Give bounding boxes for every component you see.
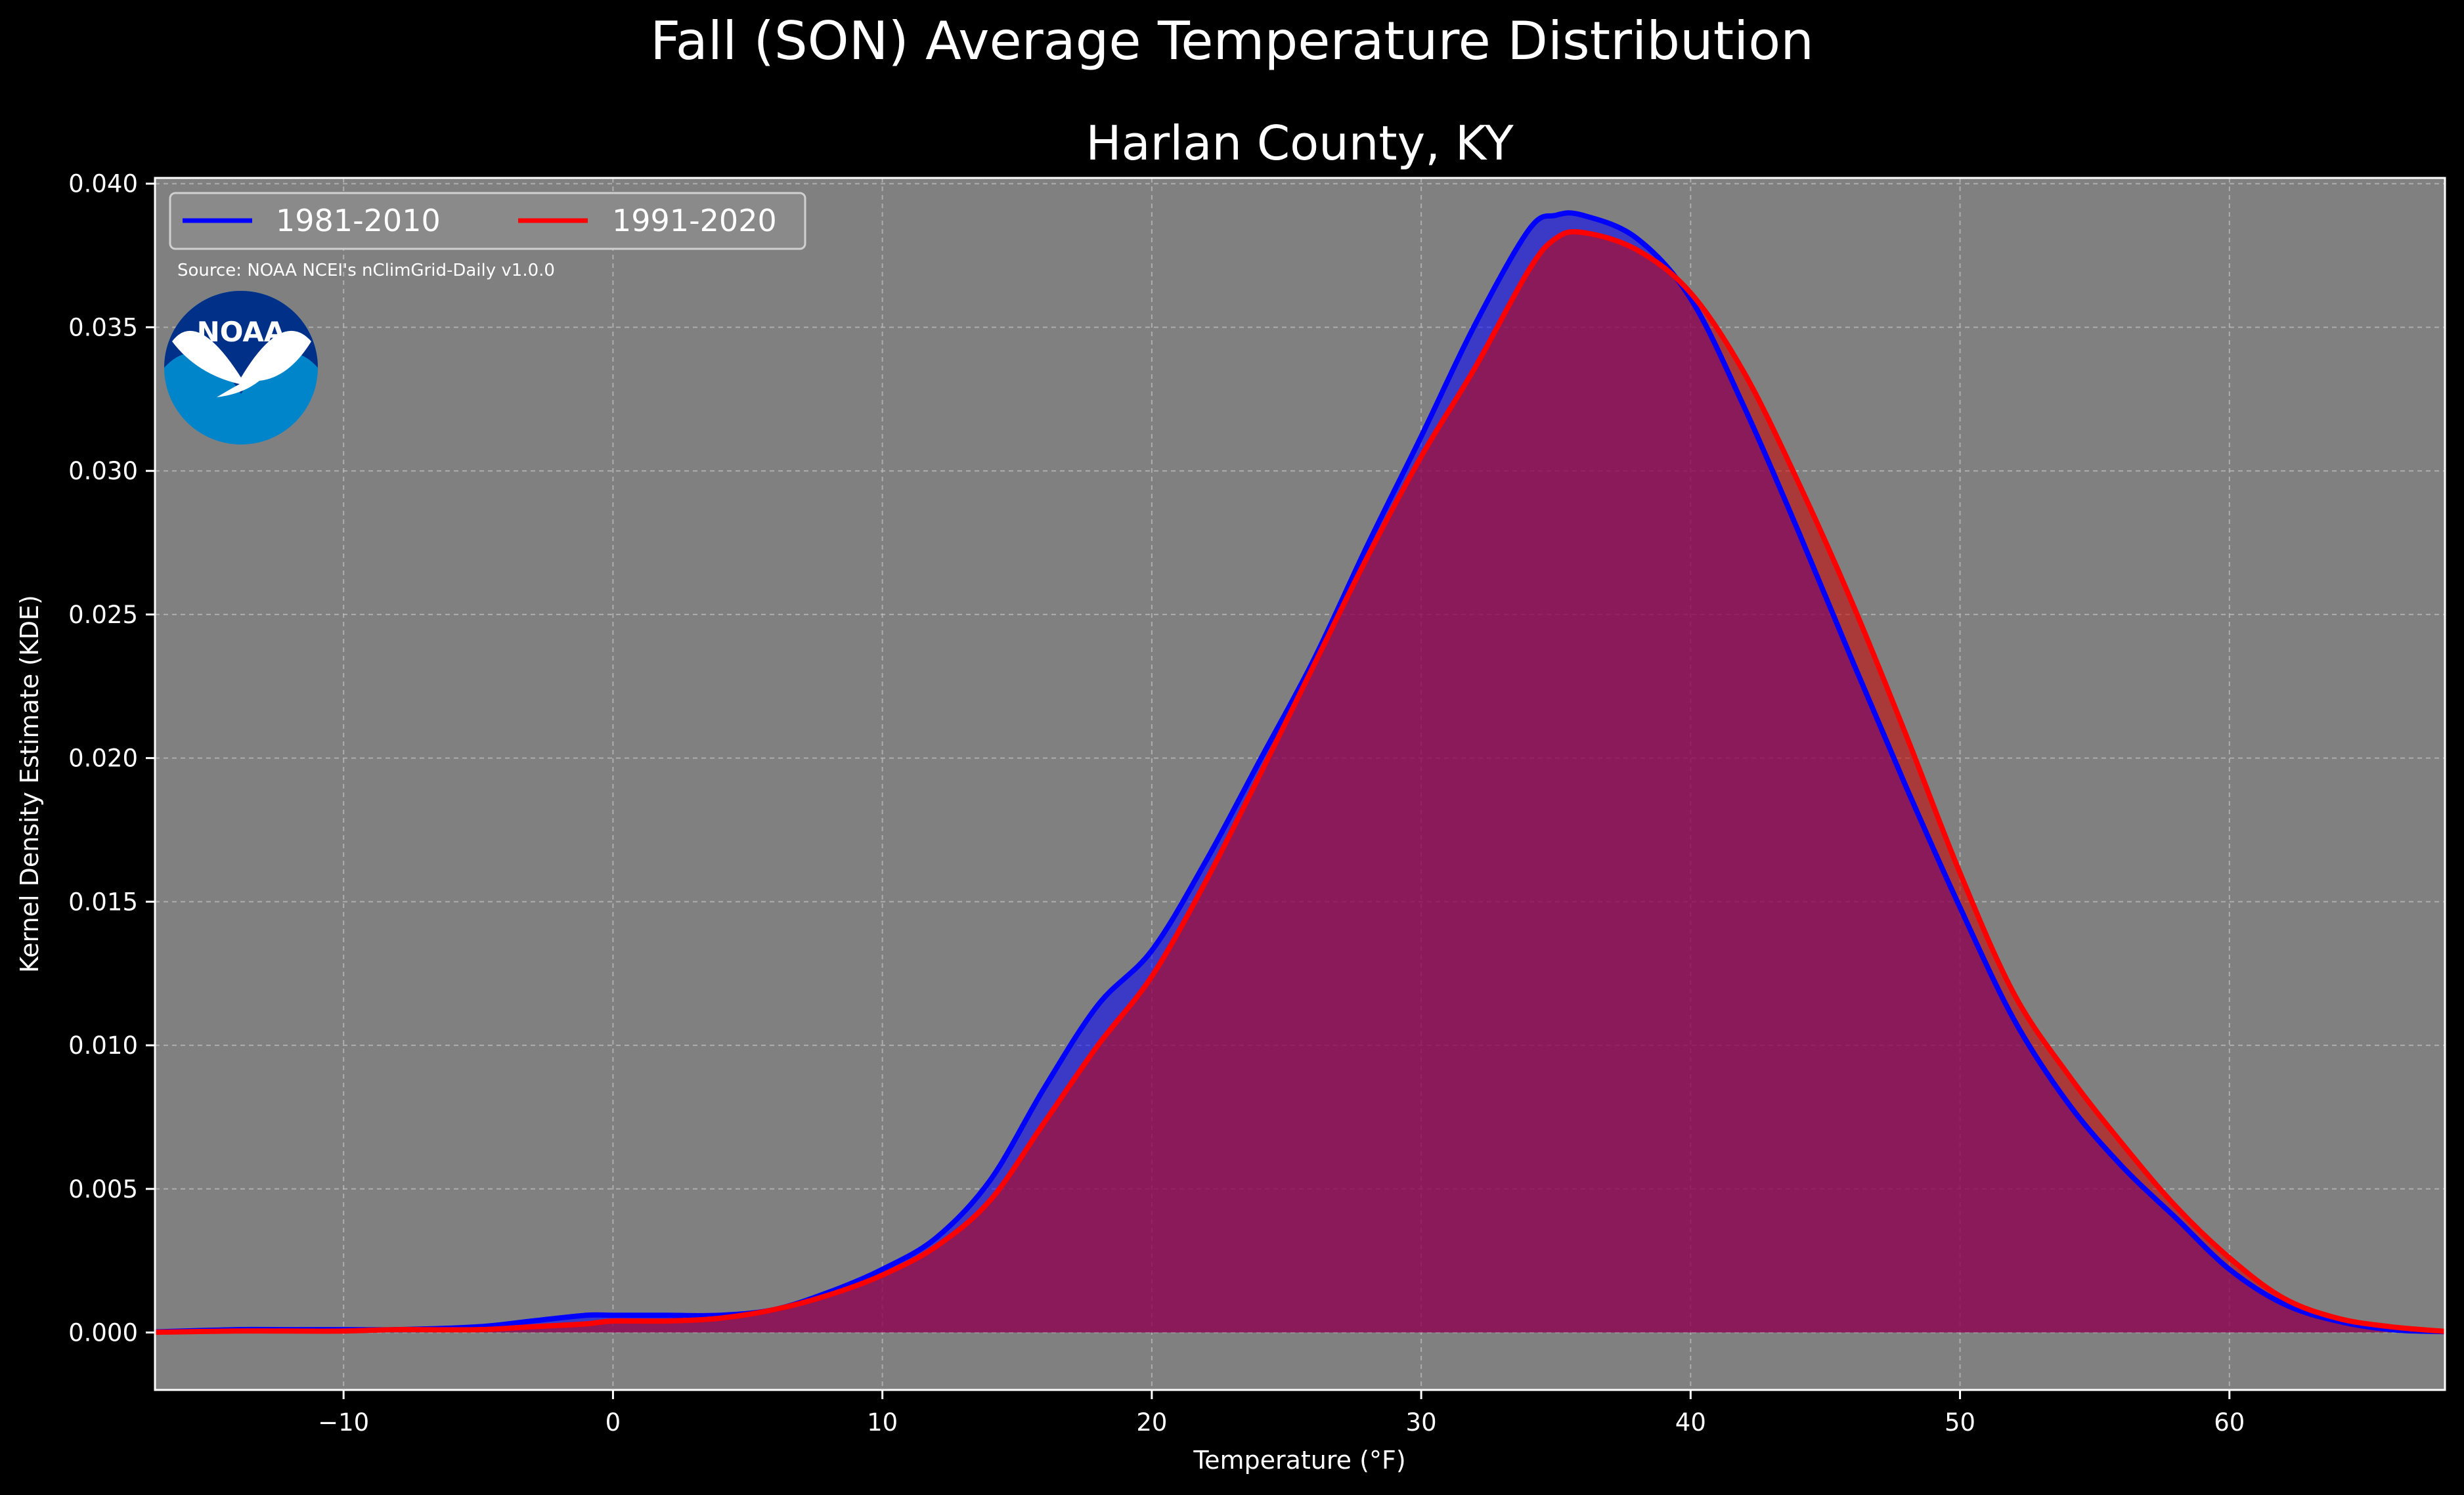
y-axis-ticks: 0.000 0.005 0.010 0.015 0.020 0.025 0.030 0.035… <box>68 170 155 1347</box>
noaa-logo-text: NOAA <box>197 316 286 348</box>
y-tick-label: 0.025 <box>68 601 138 629</box>
noaa-bird-icon <box>172 330 311 397</box>
y-axis-label: Kernel Density Estimate (KDE) <box>15 595 44 973</box>
source-note: Source: NOAA NCEI's nClimGrid-Daily v1.0… <box>177 261 555 280</box>
y-tick-label: 0.000 <box>68 1319 138 1347</box>
x-axis-label: Temperature (°F) <box>1193 1446 1405 1475</box>
density-line-1991-2020 <box>154 228 2446 1335</box>
y-tick-label: 0.005 <box>68 1175 138 1203</box>
y-tick-label: 0.030 <box>68 457 138 485</box>
y-tick-label: 0.020 <box>68 745 138 773</box>
plot-frame <box>154 177 2446 1391</box>
x-tick-label: 20 <box>1136 1408 1167 1437</box>
legend-box <box>169 192 806 250</box>
y-tick-label: 0.015 <box>68 888 138 916</box>
x-tick-label: 60 <box>2214 1408 2245 1437</box>
x-tick-label: −10 <box>318 1408 369 1437</box>
legend-label-1991-2020: 1991-2020 <box>612 203 777 238</box>
density-lines <box>154 210 2446 1335</box>
y-tick-label: 0.040 <box>68 170 138 198</box>
noaa-logo: NOAA <box>164 291 318 444</box>
density-fill-1991-2020 <box>155 231 2445 1333</box>
legend: 1981-2010 1991-2020 <box>169 192 806 250</box>
x-tick-label: 30 <box>1406 1408 1437 1437</box>
density-line-1981-2010 <box>154 210 2446 1335</box>
y-tick-label: 0.035 <box>68 313 138 341</box>
x-axis-ticks: −10 0 10 20 30 40 50 60 <box>318 1390 2245 1437</box>
x-tick-label: 40 <box>1675 1408 1706 1437</box>
x-tick-label: 10 <box>867 1408 898 1437</box>
x-tick-label: 0 <box>605 1408 621 1437</box>
y-tick-label: 0.010 <box>68 1031 138 1060</box>
chart-subtitle: Harlan County, KY <box>1086 116 1514 171</box>
noaa-logo-top <box>164 291 318 394</box>
chart-title: Fall (SON) Average Temperature Distribut… <box>650 11 1814 72</box>
legend-label-1981-2010: 1981-2010 <box>276 203 441 238</box>
x-tick-label: 50 <box>1945 1408 1975 1437</box>
density-fills <box>155 213 2445 1333</box>
